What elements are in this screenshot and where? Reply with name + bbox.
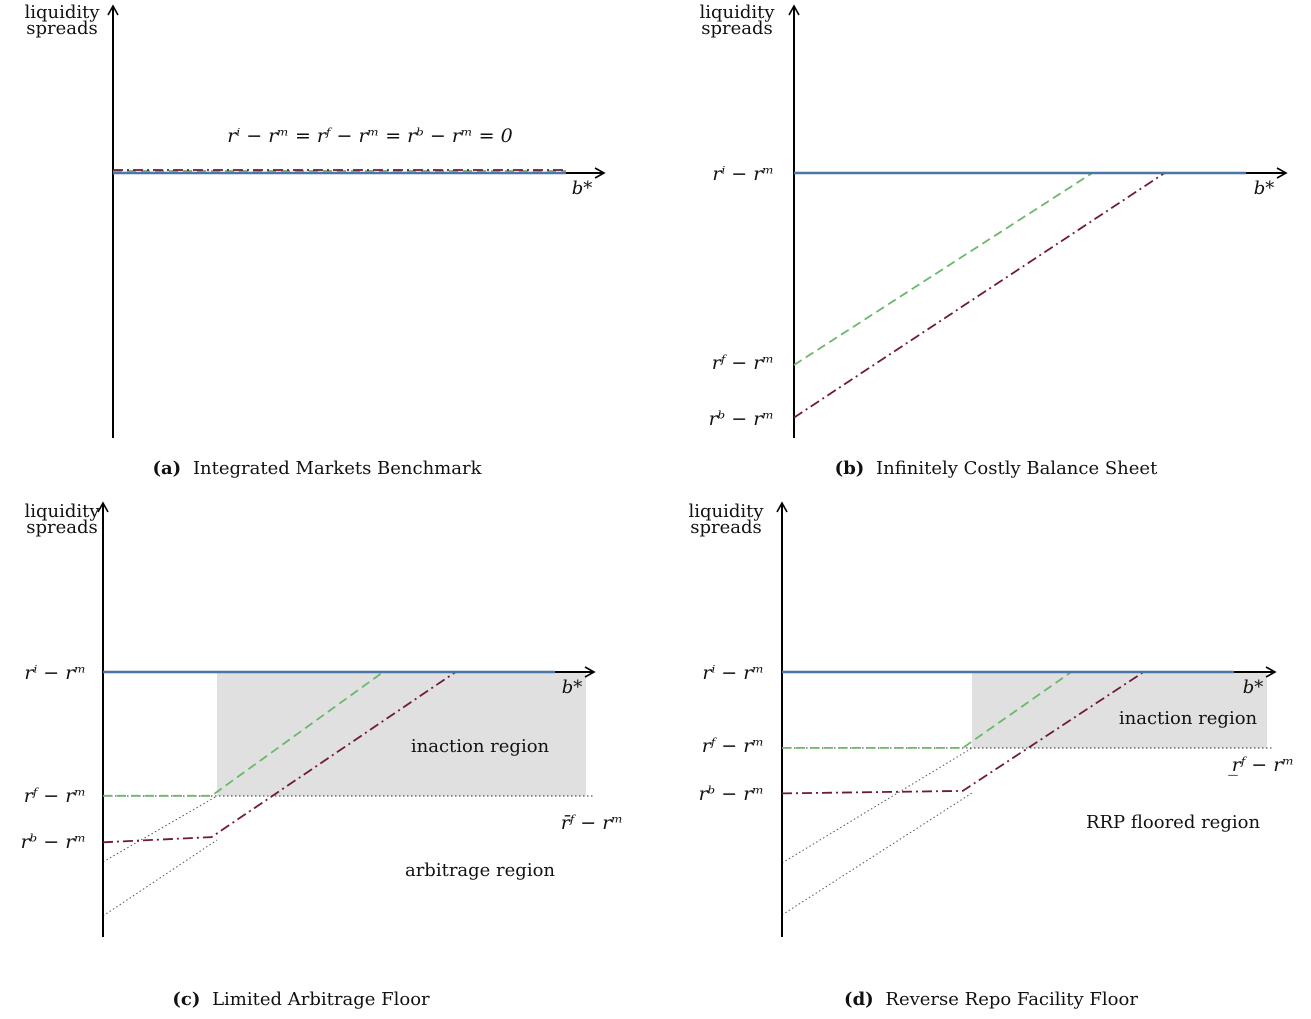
caption-a: (a) Integrated Markets Benchmark (153, 458, 483, 479)
caption-text-d: Reverse Repo Facility Floor (885, 989, 1138, 1010)
ri-label-c: rⁱ − rᵐ (24, 662, 86, 684)
caption-tag-a: (a) (153, 458, 182, 479)
ylabel-line1-a: liquidity (24, 2, 100, 23)
panel-a: liquidity spreads b* rⁱ − rᵐ = rᶠ − rᵐ =… (24, 2, 606, 479)
series-group-b (793, 171, 1246, 419)
series-group-c (102, 670, 555, 844)
caption-text-b: Infinitely Costly Balance Sheet (876, 458, 1158, 479)
rf-extension-dotted-c (102, 795, 218, 863)
series-rb-line-c (102, 671, 555, 844)
panel-c: liquidity spreads b* rⁱ − rᵐ rᶠ − rᵐ rᵇ … (21, 501, 623, 1010)
inaction-label-c: inaction region (411, 736, 550, 757)
rf-extension-dotted-d (781, 747, 973, 864)
inaction-region-c (217, 673, 586, 796)
rf-label-c: rᶠ − rᵐ (24, 785, 86, 807)
ri-label-b: rⁱ − rᵐ (712, 163, 774, 185)
caption-d: (d) Reverse Repo Facility Floor (844, 989, 1138, 1010)
rf-label-d: rᶠ − rᵐ (702, 735, 764, 757)
caption-c: (c) Limited Arbitrage Floor (172, 989, 430, 1010)
ylabel-line2-b: spreads (701, 18, 773, 39)
ri-label-d: rⁱ − rᵐ (702, 662, 764, 684)
ylabel-line1-b: liquidity (699, 2, 775, 23)
xlabel-a: b* (572, 178, 593, 199)
rfbar-label-c: r̄ᶠ − rᵐ (561, 812, 623, 834)
caption-b: (b) Infinitely Costly Balance Sheet (835, 458, 1158, 479)
rb-label-c: rᵇ − rᵐ (21, 831, 86, 853)
equation-label-a: rⁱ − rᵐ = rᶠ − rᵐ = rᵇ − rᵐ = 0 (227, 125, 512, 147)
rrp-label-d: RRP floored region (1086, 812, 1260, 833)
inaction-label-d: inaction region (1119, 708, 1258, 729)
xlabel-c: b* (562, 677, 583, 698)
ylabel-line2-c: spreads (26, 517, 98, 538)
series-group-d (781, 670, 1234, 795)
ylabel-line1-d: liquidity (688, 501, 764, 522)
ylabel-line1-c: liquidity (24, 501, 100, 522)
caption-text-a: Integrated Markets Benchmark (193, 458, 483, 479)
series-rb-line-b (793, 172, 1246, 419)
ylabel-line2-d: spreads (690, 517, 762, 538)
inaction-region-d (972, 673, 1267, 748)
series-rf-line-b (793, 172, 1246, 366)
rb-label-b: rᵇ − rᵐ (709, 408, 774, 430)
rb-extension-dotted-d (781, 792, 973, 916)
series-group-a (113, 169, 566, 175)
xlabel-b: b* (1254, 178, 1275, 199)
caption-tag-d: (d) (844, 989, 874, 1010)
caption-tag-c: (c) (172, 989, 200, 1010)
rfunder-label-d: r̲ᶠ − rᵐ (1228, 754, 1294, 776)
caption-text-c: Limited Arbitrage Floor (212, 989, 430, 1010)
rb-label-d: rᵇ − rᵐ (699, 783, 764, 805)
panel-b: liquidity spreads b* rⁱ − rᵐ rᶠ − rᵐ rᵇ … (699, 2, 1288, 479)
rf-label-b: rᶠ − rᵐ (712, 352, 774, 374)
rb-extension-dotted-c (102, 839, 218, 917)
xlabel-d: b* (1243, 677, 1264, 698)
arbitrage-label-c: arbitrage region (405, 860, 555, 881)
panel-d: liquidity spreads b* rⁱ − rᵐ rᶠ − rᵐ rᵇ … (688, 501, 1294, 1010)
caption-tag-b: (b) (835, 458, 865, 479)
ylabel-line2-a: spreads (26, 18, 98, 39)
